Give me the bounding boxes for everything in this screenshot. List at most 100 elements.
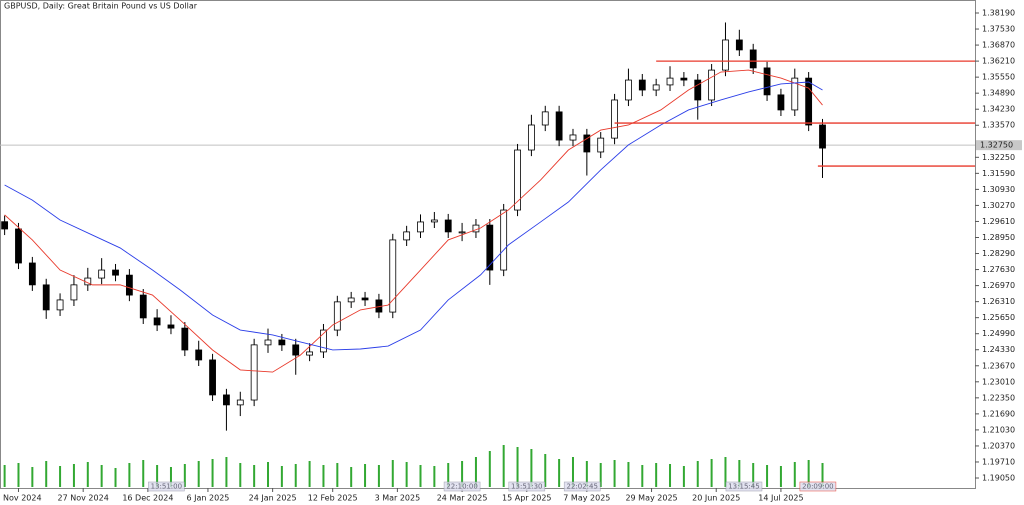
y-tick-label: 1.36210: [982, 57, 1015, 66]
candle-body: [250, 344, 258, 401]
volume-bar: [308, 461, 311, 487]
volume-bar: [544, 454, 547, 487]
candle-body: [541, 111, 549, 126]
volume-bar: [433, 466, 436, 487]
volume-bar: [641, 465, 644, 487]
candle-body: [749, 49, 757, 69]
y-tick-label: 1.27630: [982, 265, 1015, 274]
volume-bar: [613, 460, 616, 487]
volume-bar: [391, 460, 394, 487]
time-marker-label: 20:09:00: [802, 483, 833, 491]
volume-bar: [655, 463, 658, 487]
volume-bar: [17, 463, 20, 487]
candle-body: [1, 221, 9, 230]
volume-bar: [31, 467, 34, 487]
volume-bar: [59, 466, 62, 487]
candle-body: [583, 134, 591, 153]
volume-bar: [710, 459, 713, 487]
y-tick-label: 1.25650: [982, 313, 1015, 322]
candle-body: [569, 134, 577, 141]
y-tick-label: 1.19050: [982, 474, 1015, 483]
candle-body: [209, 359, 216, 396]
y-tick-label: 1.34890: [982, 89, 1015, 98]
candle-body: [597, 137, 605, 153]
y-tick-label: 1.24990: [982, 329, 1015, 338]
candle-body: [195, 349, 203, 361]
y-tick-label: 1.30270: [982, 201, 1015, 210]
time-marker-label: 22:02:45: [567, 483, 598, 491]
y-tick-label: 1.21690: [982, 409, 1015, 418]
volume-bar: [322, 465, 325, 487]
volume-bar: [599, 463, 602, 487]
volume-bar: [724, 457, 727, 487]
x-tick-label: 16 Dec 2024: [122, 494, 173, 503]
y-tick-label: 1.20370: [982, 441, 1015, 450]
candle-body: [555, 111, 563, 141]
time-marker-label: 13:51:30: [511, 483, 542, 491]
time-marker-label: 13:15:45: [728, 483, 759, 491]
x-tick-label: 8 Nov 2024: [0, 494, 42, 503]
y-tick-label: 1.26310: [982, 297, 1015, 306]
candle-body: [42, 284, 50, 311]
x-tick-label: 27 Nov 2024: [58, 494, 109, 503]
y-tick-label: 1.24330: [982, 345, 1015, 354]
volume-bar: [183, 464, 186, 487]
y-tick-label: 1.33570: [982, 121, 1015, 130]
candle-body: [15, 228, 22, 264]
volume-bar: [405, 462, 408, 487]
y-tick-label: 1.23010: [982, 377, 1015, 386]
candle-body: [28, 262, 36, 286]
time-marker-box: [508, 481, 546, 492]
time-marker-box: [799, 481, 837, 492]
candle-body: [347, 297, 355, 303]
candle-body: [264, 339, 272, 346]
x-tick-label: 6 Jan 2025: [187, 494, 230, 503]
candle-body: [791, 77, 799, 111]
volume-bar: [738, 460, 741, 487]
volume-bar: [72, 464, 75, 487]
volume-bar: [280, 466, 283, 487]
candle-body: [278, 339, 286, 346]
volume-bar: [350, 467, 353, 487]
volume-bar: [571, 457, 574, 487]
volume-bar: [45, 461, 48, 487]
y-tick-label: 1.21030: [982, 425, 1015, 434]
candle-body: [444, 219, 452, 233]
moving-average: [4, 81, 823, 351]
y-tick-label: 1.37530: [982, 25, 1015, 34]
x-tick-label: 15 Apr 2025: [502, 494, 551, 503]
candle-body: [181, 327, 189, 351]
volume-bar: [474, 457, 477, 487]
volume-bar: [585, 461, 588, 487]
candle-body: [638, 79, 646, 91]
time-marker-box: [443, 481, 481, 492]
candle-body: [514, 149, 521, 211]
y-tick-label: 1.38190: [982, 8, 1015, 17]
chart-title: GBPUSD, Daily: Great Britain Pound vs US…: [4, 2, 198, 11]
candle-body: [735, 39, 743, 51]
y-tick-label: 1.28290: [982, 249, 1015, 258]
candle-body: [625, 79, 632, 101]
volume-bar: [142, 460, 145, 487]
candle-body: [417, 221, 424, 233]
last-price-label: 1.32750: [980, 141, 1013, 150]
candle-body: [70, 284, 78, 301]
time-marker-label: 13:51:00: [151, 483, 182, 491]
volume-bar: [294, 464, 297, 487]
y-tick-label: 1.19710: [982, 457, 1015, 466]
volume-bar: [156, 465, 159, 487]
volume-bar: [225, 457, 228, 487]
x-tick-label: 7 May 2025: [563, 494, 610, 503]
candle-body: [112, 269, 119, 276]
volume-bar: [558, 459, 561, 487]
volume-bar: [169, 467, 172, 487]
candle-body: [223, 394, 230, 406]
volume-bar: [3, 465, 6, 487]
moving-average: [4, 69, 823, 373]
candle-body: [167, 324, 175, 329]
candle-body: [666, 77, 674, 86]
candle-body: [333, 301, 341, 331]
volume-bar: [267, 462, 270, 487]
x-tick-label: 3 Mar 2025: [375, 494, 421, 503]
